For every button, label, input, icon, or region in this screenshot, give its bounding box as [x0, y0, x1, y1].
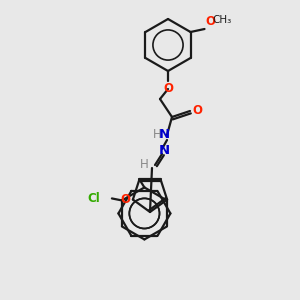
Text: O: O [206, 15, 215, 28]
Text: O: O [120, 193, 130, 206]
Text: O: O [192, 103, 202, 116]
Text: H: H [153, 128, 161, 140]
Text: O: O [163, 82, 173, 95]
Text: N: N [158, 143, 169, 157]
Text: CH₃: CH₃ [212, 15, 232, 25]
Text: Cl: Cl [87, 192, 100, 205]
Text: N: N [158, 128, 169, 140]
Text: H: H [140, 158, 148, 172]
